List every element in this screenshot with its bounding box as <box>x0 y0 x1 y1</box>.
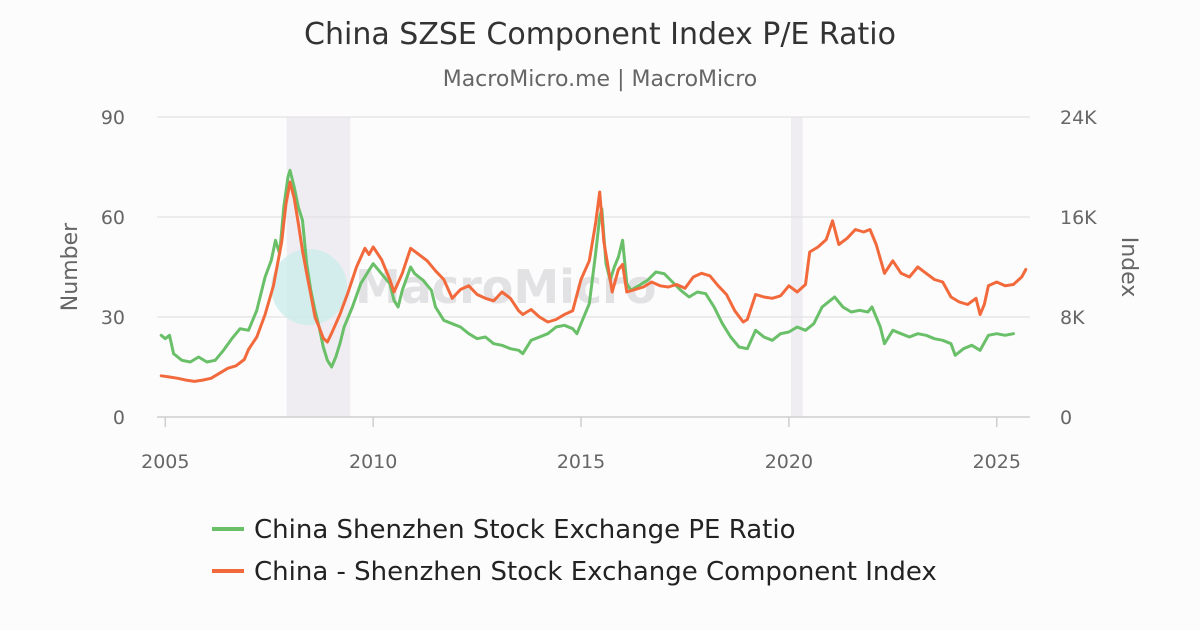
y-axis-right: 0 8K 16K 24K <box>1060 107 1097 429</box>
y-left-tick-label: 0 <box>113 407 125 429</box>
y-axis-left: 0 30 60 90 <box>101 107 125 429</box>
series-line-pe-ratio[interactable] <box>159 168 1015 369</box>
chart-title: China SZSE Component Index P/E Ratio <box>304 17 896 52</box>
y-left-tick-label: 30 <box>101 307 125 329</box>
y-right-tick-label: 16K <box>1060 207 1097 229</box>
x-tick-label: 2010 <box>349 451 397 473</box>
x-tick-label: 2025 <box>973 451 1021 473</box>
y-axis-right-title: Index <box>1116 237 1141 298</box>
y-left-tick-label: 60 <box>101 207 125 229</box>
legend-label-pe: China Shenzhen Stock Exchange PE Ratio <box>254 515 796 545</box>
legend[interactable]: China Shenzhen Stock Exchange PE Ratio C… <box>212 515 937 587</box>
y-right-tick-label: 0 <box>1060 407 1072 429</box>
y-right-tick-label: 24K <box>1060 107 1097 129</box>
y-right-tick-label: 8K <box>1060 307 1085 329</box>
series-line-component-index[interactable] <box>159 180 1028 383</box>
legend-item-pe-ratio[interactable]: China Shenzhen Stock Exchange PE Ratio <box>212 515 796 545</box>
series-layer <box>159 168 1028 383</box>
x-axis: 2005 2010 2015 2020 2025 <box>141 416 1030 473</box>
y-left-tick-label: 90 <box>101 107 125 129</box>
legend-label-index: China - Shenzhen Stock Exchange Componen… <box>254 557 937 587</box>
x-tick-label: 2015 <box>557 451 605 473</box>
x-tick-label: 2020 <box>765 451 813 473</box>
y-axis-left-title: Number <box>58 222 83 311</box>
shaded-period-1 <box>790 117 803 417</box>
legend-item-component-index[interactable]: China - Shenzhen Stock Exchange Componen… <box>212 557 937 587</box>
chart-subtitle: MacroMicro.me | MacroMicro <box>443 67 758 92</box>
x-tick-label: 2005 <box>141 451 189 473</box>
